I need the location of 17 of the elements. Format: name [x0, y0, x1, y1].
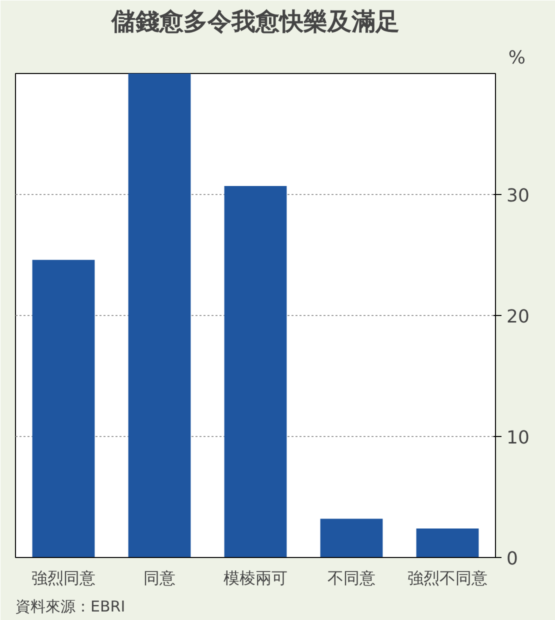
- bar: [32, 260, 95, 558]
- chart-title: 儲錢愈多令我愈快樂及滿足: [110, 8, 400, 36]
- bar: [416, 528, 479, 558]
- y-tick-label: 30: [506, 186, 530, 206]
- x-tick-label: 模棱兩可: [224, 568, 288, 588]
- y-tick-label: 0: [506, 548, 518, 570]
- x-tick-label: 同意: [144, 568, 176, 588]
- source-note: 資料來源：EBRI: [16, 598, 126, 616]
- y-tick-label: 20: [506, 306, 530, 328]
- x-tick-label: 不同意: [328, 568, 376, 588]
- y-tick-label: 10: [506, 428, 530, 448]
- bar: [128, 74, 191, 558]
- bar: [320, 518, 383, 558]
- bar: [224, 186, 287, 558]
- y-axis-title: %: [508, 48, 526, 68]
- x-tick-label: 強烈同意: [32, 568, 96, 588]
- x-tick-label: 強烈不同意: [408, 568, 488, 588]
